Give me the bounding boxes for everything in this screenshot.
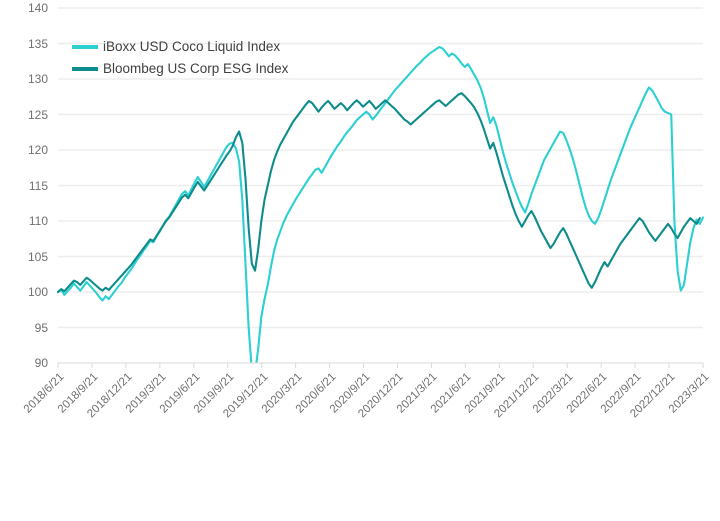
y-tick-100: 100 bbox=[27, 285, 48, 299]
y-tick-115: 115 bbox=[28, 178, 48, 193]
legend-item-coco: iBoxx USD Coco Liquid Index bbox=[72, 36, 288, 58]
legend-label-esg: Bloombeg US Corp ESG Index bbox=[103, 61, 289, 76]
y-tick-105: 105 bbox=[27, 249, 48, 264]
y-tick-110: 110 bbox=[28, 214, 48, 228]
y-tick-130: 130 bbox=[27, 72, 48, 86]
chart-container: 140 135 130 125 120 115 110 105 100 95 90 2018/6/2… bbox=[22, 1, 712, 420]
y-tick-140: 140 bbox=[27, 1, 48, 15]
chart-legend: iBoxx USD Coco Liquid Index Bloombeg US … bbox=[72, 36, 288, 80]
y-tick-95: 95 bbox=[34, 320, 48, 335]
y-tick-90: 90 bbox=[34, 356, 48, 370]
y-tick-120: 120 bbox=[27, 143, 48, 157]
legend-swatch-coco bbox=[72, 45, 98, 49]
legend-item-esg: Bloombeg US Corp ESG Index bbox=[72, 58, 288, 80]
y-tick-125: 125 bbox=[27, 107, 48, 122]
line-chart-plot bbox=[57, 7, 704, 368]
legend-swatch-esg bbox=[72, 67, 98, 71]
legend-label-coco: iBoxx USD Coco Liquid Index bbox=[103, 39, 281, 54]
y-tick-135: 135 bbox=[27, 36, 48, 51]
